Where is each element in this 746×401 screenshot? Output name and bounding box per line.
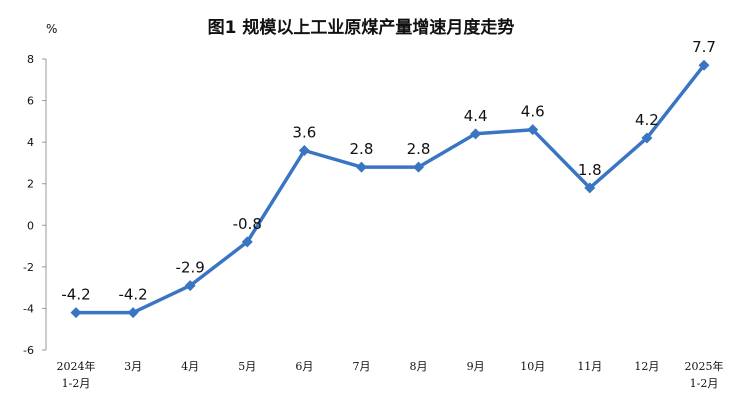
y-tick-label: 6	[27, 95, 34, 108]
x-tick-label: 12月	[634, 360, 659, 373]
x-tick-label: 2025年	[685, 359, 724, 373]
x-tick-label: 8月	[410, 360, 428, 373]
data-label: 4.4	[464, 107, 488, 125]
x-tick-label: 3月	[124, 360, 142, 373]
y-tick-label: 2	[27, 178, 34, 191]
data-point-marker	[470, 128, 482, 140]
data-point-marker	[298, 144, 310, 156]
y-tick-label: -6	[23, 344, 34, 357]
y-axis-unit: %	[46, 22, 57, 36]
data-point-marker	[184, 280, 196, 292]
data-point-marker	[241, 236, 253, 248]
data-label: 4.6	[521, 103, 545, 121]
data-label: 2.8	[350, 140, 374, 158]
data-label: 2.8	[407, 140, 431, 158]
data-point-marker	[70, 307, 82, 319]
data-label: 3.6	[292, 123, 316, 141]
series-line	[76, 64, 706, 315]
x-tick-label: 9月	[467, 360, 485, 373]
x-tick-label-line2: 1-2月	[62, 377, 91, 390]
series-cole-growth	[70, 59, 710, 319]
y-tick-label: -4	[23, 302, 34, 315]
x-tick-label: 2024年	[57, 359, 96, 373]
data-label: 7.7	[692, 38, 716, 56]
y-tick-label: 0	[27, 219, 34, 232]
data-label: -0.8	[233, 215, 262, 233]
x-tick-label: 6月	[295, 360, 313, 373]
data-point-marker	[355, 161, 367, 173]
data-label: -4.2	[118, 286, 147, 304]
data-point-marker	[584, 182, 596, 194]
data-point-marker	[413, 161, 425, 173]
data-label: -4.2	[61, 286, 90, 304]
data-point-marker	[127, 307, 139, 319]
data-label: 4.2	[635, 111, 659, 129]
x-tick-label: 7月	[352, 360, 370, 373]
x-tick-label-line2: 1-2月	[690, 377, 719, 390]
y-axis-ticks: 8 6 4 2 0 -2 -4 -6	[23, 53, 46, 357]
x-tick-label: 10月	[520, 360, 545, 373]
x-tick-label: 5月	[238, 360, 256, 373]
y-tick-label: -2	[23, 261, 34, 274]
y-tick-label: 4	[27, 136, 34, 149]
data-point-marker	[527, 124, 539, 136]
data-labels: -4.2 -4.2 -2.9 -0.8 3.6 2.8 2.8 4.4 4.6 1.8 4.2 7.7	[61, 38, 716, 303]
y-tick-label: 8	[27, 53, 34, 66]
data-point-marker	[698, 59, 710, 71]
x-axis-ticks: 2024年 1-2月 3月 4月 5月 6月 7月 8月 9月 10月 11月 12月 2025年 1-2…	[57, 359, 724, 390]
x-tick-label: 11月	[577, 360, 602, 373]
data-point-marker	[641, 132, 653, 144]
data-label: -2.9	[176, 259, 205, 277]
x-tick-label: 4月	[181, 360, 199, 373]
data-label: 1.8	[578, 161, 602, 179]
chart-title: 图1 规模以上工业原煤产量增速月度走势	[208, 17, 515, 38]
